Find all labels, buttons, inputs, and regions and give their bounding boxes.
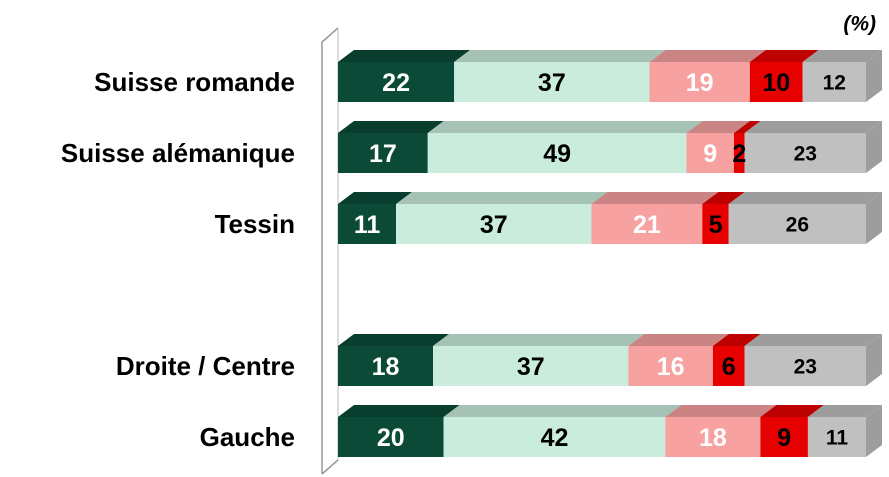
bar-segment bbox=[338, 417, 444, 457]
bar-segment bbox=[338, 133, 428, 173]
category-label: Suisse alémanique bbox=[61, 138, 295, 168]
bar-segment bbox=[744, 346, 866, 386]
category-label: Droite / Centre bbox=[116, 351, 295, 381]
bar-top bbox=[665, 405, 777, 417]
data-label: 23 bbox=[794, 143, 817, 166]
bar-segment bbox=[649, 62, 750, 102]
data-label: 11 bbox=[354, 211, 381, 239]
bar-side bbox=[866, 50, 882, 102]
data-label: 37 bbox=[538, 69, 566, 97]
data-label: 2 bbox=[732, 140, 746, 168]
bar-segment bbox=[807, 417, 866, 457]
bar-top bbox=[338, 405, 460, 417]
data-label: 26 bbox=[786, 214, 809, 237]
data-label: 12 bbox=[823, 72, 846, 95]
bar-top bbox=[744, 334, 882, 346]
bar-side bbox=[866, 334, 882, 386]
data-label: 9 bbox=[703, 140, 717, 168]
bar-top bbox=[338, 334, 450, 346]
bar-segment bbox=[338, 346, 434, 386]
data-label: 19 bbox=[686, 69, 714, 97]
bar-top bbox=[338, 50, 471, 62]
bar-segment bbox=[665, 417, 761, 457]
data-label: 18 bbox=[699, 424, 727, 452]
category-label: Tessin bbox=[215, 209, 295, 239]
bar-top bbox=[807, 405, 882, 417]
bar-top bbox=[338, 192, 413, 204]
bar-segment bbox=[744, 133, 866, 173]
data-label: 22 bbox=[382, 69, 410, 97]
bar-top bbox=[749, 50, 819, 62]
data-label: 49 bbox=[543, 140, 571, 168]
bar-segment bbox=[749, 62, 803, 102]
back-wall bbox=[321, 27, 339, 474]
bar-side bbox=[866, 405, 882, 457]
bar-top bbox=[433, 334, 645, 346]
bar-top bbox=[760, 405, 824, 417]
bar-top bbox=[649, 50, 766, 62]
data-label: 17 bbox=[369, 140, 397, 168]
bar-segment bbox=[338, 204, 397, 244]
bar-top bbox=[702, 192, 745, 204]
bar-top bbox=[591, 192, 719, 204]
bar-segment bbox=[728, 204, 866, 244]
data-label: 23 bbox=[794, 356, 817, 379]
data-label: 37 bbox=[517, 353, 545, 381]
bar-side bbox=[866, 192, 882, 244]
bar-top bbox=[628, 334, 729, 346]
data-label: 42 bbox=[541, 424, 569, 452]
data-label: 18 bbox=[372, 353, 400, 381]
data-label: 5 bbox=[709, 211, 723, 239]
data-label: 21 bbox=[633, 211, 661, 239]
bar-top bbox=[744, 121, 882, 133]
bar-segment bbox=[712, 346, 745, 386]
bar-segment bbox=[433, 346, 629, 386]
category-label: Gauche bbox=[200, 422, 295, 452]
data-label: 9 bbox=[777, 424, 791, 452]
data-label: 20 bbox=[377, 424, 405, 452]
bar-segment bbox=[686, 133, 734, 173]
unit-annotation: (%) bbox=[843, 13, 876, 36]
bar-top bbox=[712, 334, 761, 346]
data-label: 37 bbox=[480, 211, 508, 239]
bar-segment bbox=[802, 62, 866, 102]
bar-segment bbox=[396, 204, 592, 244]
bar-top bbox=[734, 121, 761, 133]
bar-top bbox=[427, 121, 703, 133]
bar-top bbox=[454, 50, 666, 62]
bar-side bbox=[866, 121, 882, 173]
bar-segment bbox=[591, 204, 703, 244]
bar-segment bbox=[760, 417, 808, 457]
data-label: 16 bbox=[657, 353, 685, 381]
data-label: 11 bbox=[826, 427, 849, 450]
bar-top bbox=[338, 121, 444, 133]
bar-segment bbox=[702, 204, 729, 244]
bar-segment bbox=[427, 133, 687, 173]
bar-segment bbox=[443, 417, 666, 457]
data-label: 10 bbox=[762, 69, 790, 97]
bar-segment bbox=[734, 133, 745, 173]
data-label: 6 bbox=[722, 353, 736, 381]
bar-top bbox=[396, 192, 608, 204]
floor-edge bbox=[321, 459, 339, 475]
bar-top bbox=[686, 121, 750, 133]
bar-segment bbox=[454, 62, 650, 102]
category-label: Suisse romande bbox=[94, 67, 295, 97]
bar-top bbox=[443, 405, 682, 417]
bar-segment bbox=[628, 346, 713, 386]
bar-segment bbox=[338, 62, 455, 102]
bar-top bbox=[802, 50, 882, 62]
bar-top bbox=[728, 192, 882, 204]
